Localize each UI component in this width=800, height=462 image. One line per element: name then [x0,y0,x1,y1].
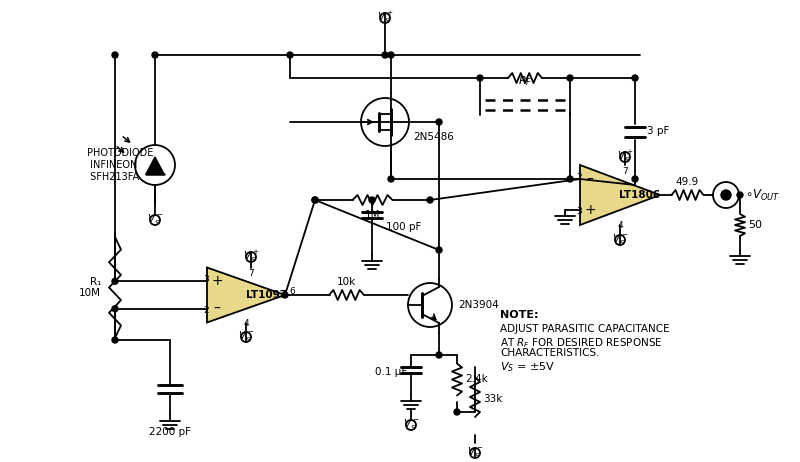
Text: CHARACTERISTICS.: CHARACTERISTICS. [500,348,599,358]
Circle shape [152,52,158,58]
Text: $V_S^-$: $V_S^-$ [402,417,419,432]
Text: 6: 6 [289,286,294,296]
Text: +: + [584,203,596,217]
Circle shape [312,197,318,203]
Circle shape [112,306,118,312]
Text: 3 pF: 3 pF [647,127,670,136]
Text: 10k: 10k [337,277,356,287]
Text: $R_F$: $R_F$ [518,74,532,88]
Text: 2.4k: 2.4k [465,375,488,384]
Text: 3: 3 [203,275,209,284]
Text: LT1806: LT1806 [619,190,661,200]
Text: 2: 2 [203,306,209,315]
Circle shape [388,176,394,182]
Text: 2200 pF: 2200 pF [149,427,191,437]
Text: +: + [211,274,223,288]
Circle shape [436,119,442,125]
Text: $V_S^+$: $V_S^+$ [377,10,394,26]
Circle shape [369,197,375,203]
Text: NOTE:: NOTE: [500,310,538,320]
Circle shape [567,176,573,182]
Circle shape [454,409,460,415]
Text: 1M: 1M [365,210,380,220]
Text: $V_S^-$: $V_S^-$ [466,445,483,460]
Circle shape [567,75,573,81]
Text: $V_S^-$: $V_S^-$ [612,232,628,247]
Text: 4: 4 [243,318,249,328]
Circle shape [382,52,388,58]
Text: 2N5486: 2N5486 [413,132,454,142]
Text: AT $R_F$ FOR DESIRED RESPONSE: AT $R_F$ FOR DESIRED RESPONSE [500,336,662,350]
Text: –: – [214,302,221,316]
Circle shape [721,190,731,200]
Text: –: – [586,173,594,187]
Text: R₁
10M: R₁ 10M [79,277,101,298]
Circle shape [477,75,483,81]
Circle shape [112,52,118,58]
Text: 2: 2 [576,174,582,182]
Circle shape [112,337,118,343]
Text: 50: 50 [748,220,762,230]
Text: 0.1 µF: 0.1 µF [374,367,407,377]
Circle shape [632,75,638,81]
Text: 3: 3 [576,207,582,217]
Text: 100 pF: 100 pF [386,223,422,232]
Text: $V_S$ = ±5V: $V_S$ = ±5V [500,360,555,374]
Text: 2N3904: 2N3904 [458,300,498,310]
Text: ADJUST PARASITIC CAPACITANCE: ADJUST PARASITIC CAPACITANCE [500,324,670,334]
Circle shape [112,278,118,284]
Polygon shape [207,267,285,322]
Text: PHOTODIODE
 INFINEON
 SFH213FA: PHOTODIODE INFINEON SFH213FA [87,148,154,182]
Text: $V_S^+$: $V_S^+$ [617,149,634,165]
Text: 4: 4 [617,221,623,230]
Circle shape [287,52,293,58]
Text: $\circ V_{OUT}$: $\circ V_{OUT}$ [745,188,781,202]
Text: 33k: 33k [483,394,502,404]
Text: LT1097: LT1097 [246,290,287,300]
Circle shape [388,52,394,58]
Text: 49.9: 49.9 [676,177,699,187]
Circle shape [436,247,442,253]
Polygon shape [146,157,164,174]
Text: $V_S^-$: $V_S^-$ [146,212,163,227]
Circle shape [427,197,433,203]
Circle shape [737,192,743,198]
Circle shape [282,292,288,298]
Text: $V_S^+$: $V_S^+$ [242,249,259,265]
Circle shape [312,197,318,203]
Circle shape [436,352,442,358]
Text: 7: 7 [248,269,254,278]
Circle shape [632,176,638,182]
Text: $V_S^-$: $V_S^-$ [238,329,254,344]
Text: 7: 7 [622,166,628,176]
Polygon shape [580,165,660,225]
